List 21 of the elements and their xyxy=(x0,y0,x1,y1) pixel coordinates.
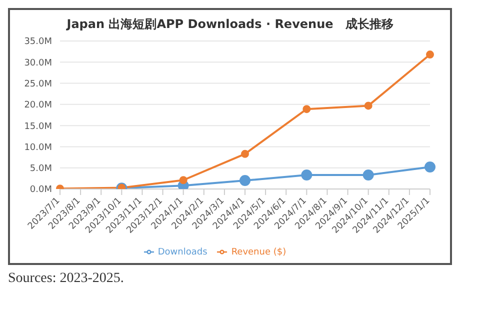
y-tick-label: 35.0M xyxy=(24,37,52,48)
y-tick-label: 0.0M xyxy=(30,185,52,196)
legend-label: Downloads xyxy=(158,247,208,258)
point xyxy=(301,170,312,181)
point xyxy=(240,175,250,186)
point xyxy=(241,150,249,158)
y-tick-label: 30.0M xyxy=(24,58,52,68)
point xyxy=(362,170,374,181)
point xyxy=(179,176,188,184)
point xyxy=(424,162,436,173)
point xyxy=(426,50,434,59)
legend-label: Revenue ($) xyxy=(231,247,286,258)
y-tick-label: 20.0M xyxy=(24,100,52,111)
y-tick-label: 25.0M xyxy=(24,79,52,90)
point xyxy=(302,105,311,114)
y-tick-label: 10.0M xyxy=(24,142,52,153)
chart-title: Japan 出海短剧APP Downloads · Revenue 成长推移 xyxy=(65,16,394,33)
source-note: Sources: 2023-2025. xyxy=(8,271,125,287)
point xyxy=(364,102,372,110)
y-tick-label: 15.0M xyxy=(24,122,52,132)
y-tick-label: 5.0M xyxy=(30,164,52,174)
